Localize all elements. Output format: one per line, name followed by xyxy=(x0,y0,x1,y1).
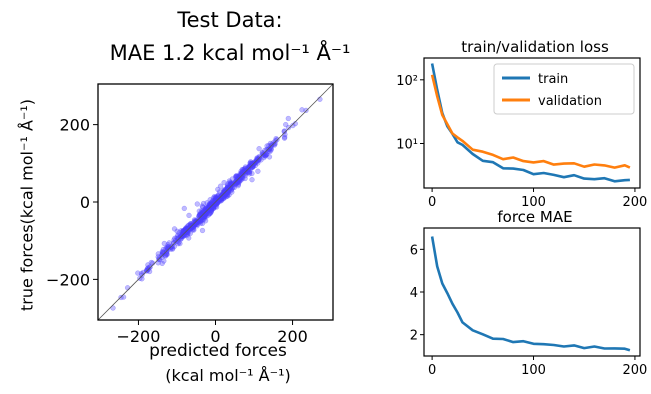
scatter-point xyxy=(170,245,176,251)
scatter-point xyxy=(155,260,161,266)
mae-frame xyxy=(423,227,641,357)
scatter-point xyxy=(207,205,214,211)
scatter-point xyxy=(299,107,305,113)
scatter-point xyxy=(118,294,124,301)
x-tick-label: 0 xyxy=(210,327,220,346)
scatter-point xyxy=(242,164,249,170)
scatter-point xyxy=(283,121,289,128)
scatter-point xyxy=(233,173,240,179)
loss-frame xyxy=(423,57,641,189)
scatter-point xyxy=(255,168,261,174)
mae-series-line xyxy=(430,236,631,352)
x-tick-label: 0 xyxy=(428,363,436,378)
x-tick-label: 100 xyxy=(521,195,546,210)
scatter-point xyxy=(161,258,167,264)
scatter-point xyxy=(155,254,161,260)
scatter-point xyxy=(254,156,260,163)
scatter-point xyxy=(303,107,309,114)
scatter-point xyxy=(285,115,291,122)
scatter-point xyxy=(207,210,214,216)
legend-label: validation xyxy=(538,94,602,109)
scatter-point xyxy=(187,230,193,237)
x-tick-label: 200 xyxy=(623,363,648,378)
scatter-point xyxy=(145,262,151,268)
legend: train validation xyxy=(493,63,635,115)
scatter-point xyxy=(200,200,207,207)
x-tick-label: 200 xyxy=(623,195,648,210)
x-tick-label: −200 xyxy=(116,327,160,346)
scatter-point xyxy=(199,220,206,227)
scatter-point xyxy=(211,201,217,208)
scatter-point xyxy=(281,135,288,141)
x-tick-label: 0 xyxy=(428,195,436,210)
scatter-point xyxy=(174,228,180,234)
y-tick-label: 10² xyxy=(396,74,418,89)
scatter-point xyxy=(186,212,192,219)
scatter-point xyxy=(212,200,219,206)
scatter-point xyxy=(267,148,273,155)
scatter-point xyxy=(110,305,116,311)
scatter-point xyxy=(156,257,162,263)
scatter-point xyxy=(135,270,141,276)
loss-chart-title: train/validation loss xyxy=(461,38,609,56)
scatter-point xyxy=(216,196,223,203)
scatter-point xyxy=(199,203,205,209)
legend-label: train xyxy=(538,72,568,87)
y-tick-label: 200 xyxy=(59,116,90,135)
scatter-point xyxy=(124,285,131,291)
scatter-point xyxy=(215,186,221,193)
scatter-subtitle: MAE 1.2 kcal mol⁻¹ Å⁻¹ xyxy=(109,41,351,65)
mae-chart-title: force MAE xyxy=(497,208,573,226)
reference-line xyxy=(97,83,334,321)
scatter-plot: −200 0 200 −200 0 200 xyxy=(46,83,334,346)
series-line-validation xyxy=(430,74,631,169)
scatter-point xyxy=(249,177,255,183)
scatter-xlabel-units: (kcal mol⁻¹ Å⁻¹) xyxy=(165,366,291,385)
x-tick-label: 100 xyxy=(521,363,546,378)
y-tick-label: −200 xyxy=(46,270,90,289)
scatter-point xyxy=(211,194,218,200)
scatter-point xyxy=(161,240,167,247)
loss-plot: 0 100 200 10¹ 10² train validation xyxy=(396,57,648,210)
scatter-point xyxy=(281,128,287,135)
scatter-point xyxy=(199,227,206,234)
y-tick-label: 10¹ xyxy=(396,137,418,152)
y-tick-label: 0 xyxy=(80,193,90,212)
scatter-point xyxy=(290,122,296,129)
y-tick-label: 6 xyxy=(410,243,418,258)
scatter-point xyxy=(181,233,187,239)
y-tick-label: 4 xyxy=(410,286,418,301)
scatter-point xyxy=(172,235,178,241)
scatter-point xyxy=(261,151,267,157)
scatter-point xyxy=(228,182,234,188)
scatter-point xyxy=(155,251,161,257)
y-tick-label: 2 xyxy=(410,329,418,344)
scatter-point xyxy=(281,128,288,134)
scatter-title: Test Data: xyxy=(177,8,283,32)
mae-plot: 0 100 200 2 4 6 xyxy=(410,227,648,378)
scatter-point xyxy=(181,205,187,212)
scatter-point xyxy=(248,162,254,169)
x-tick-label: 200 xyxy=(277,327,308,346)
scatter-point xyxy=(201,214,207,220)
scatter-point xyxy=(191,221,197,228)
scatter-point xyxy=(242,169,248,175)
scatter-point xyxy=(194,201,200,207)
scatter-point xyxy=(164,244,170,250)
scatter-point xyxy=(264,146,270,153)
scatter-point xyxy=(256,156,263,162)
scatter-points xyxy=(110,96,323,311)
scatter-point xyxy=(238,172,244,178)
scatter-point xyxy=(221,180,227,186)
scatter-point xyxy=(256,146,262,152)
scatter-xlabel: predicted forces xyxy=(149,341,287,361)
scatter-point xyxy=(144,267,150,273)
scatter-point xyxy=(273,136,279,142)
